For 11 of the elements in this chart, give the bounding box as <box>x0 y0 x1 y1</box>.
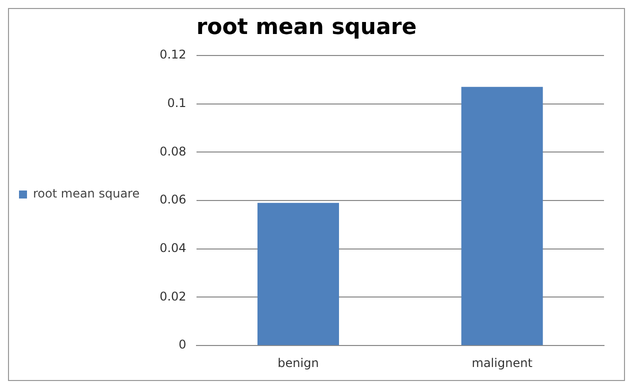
y-tick-label: 0.06 <box>160 192 186 207</box>
legend-label: root mean square <box>33 186 140 201</box>
y-tick-label: 0.1 <box>167 96 186 110</box>
y-tick-label: 0.08 <box>160 144 186 158</box>
y-tick-label: 0.04 <box>160 240 186 255</box>
x-tick-label: benign <box>278 356 319 370</box>
chart-title: root mean square <box>196 14 417 40</box>
y-tick-label: 0 <box>178 338 186 352</box>
y-tick-label: 0.02 <box>160 289 186 304</box>
y-tick-label: 0.12 <box>160 48 186 62</box>
x-tick-label: malignent <box>472 356 533 370</box>
